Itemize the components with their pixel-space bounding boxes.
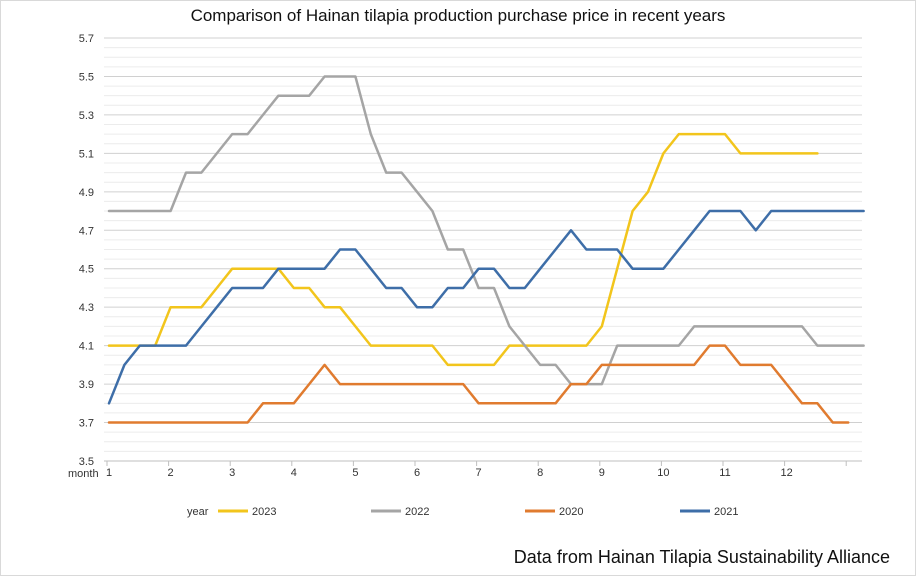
legend-label-2022: 2022 bbox=[405, 506, 429, 518]
x-axis-label: month bbox=[68, 468, 99, 480]
x-tick-label: 8 bbox=[537, 467, 543, 479]
legend-label-2023: 2023 bbox=[252, 506, 276, 518]
y-tick-label: 5.5 bbox=[79, 71, 94, 83]
legend-title: year bbox=[187, 506, 209, 518]
legend-label-2021: 2021 bbox=[714, 506, 738, 518]
x-tick-label: 11 bbox=[719, 467, 730, 479]
legend: year 2023 2022 2020 2021 bbox=[187, 506, 738, 518]
data-source-note: Data from Hainan Tilapia Sustainability … bbox=[513, 547, 890, 567]
y-tick-label: 4.5 bbox=[79, 264, 94, 276]
y-tick-label: 4.7 bbox=[79, 225, 94, 237]
y-tick-label: 3.5 bbox=[79, 456, 94, 468]
x-tick-label: 2 bbox=[168, 467, 174, 479]
x-tick-label: 7 bbox=[476, 467, 482, 479]
grid-lines bbox=[104, 37, 862, 462]
x-tick-label: 10 bbox=[657, 467, 669, 479]
y-tick-label: 4.3 bbox=[79, 302, 94, 314]
x-tick-label: 4 bbox=[291, 467, 297, 479]
y-tick-label: 3.7 bbox=[79, 418, 94, 430]
y-tick-label: 5.7 bbox=[79, 33, 94, 45]
x-tick-label: 5 bbox=[352, 467, 358, 479]
x-tick-label: 3 bbox=[229, 467, 235, 479]
x-tick-label: 9 bbox=[599, 467, 605, 479]
y-tick-label: 5.1 bbox=[79, 148, 94, 160]
x-tick-label: 6 bbox=[414, 467, 420, 479]
x-tick-label: 1 bbox=[106, 467, 112, 479]
chart-title: Comparison of Hainan tilapia production … bbox=[190, 6, 726, 25]
y-tick-label: 4.9 bbox=[79, 187, 94, 199]
x-tick-label: 12 bbox=[780, 467, 792, 479]
series-line-2020 bbox=[107, 344, 850, 424]
series-line-2023 bbox=[107, 132, 819, 367]
series-line-2022 bbox=[107, 75, 865, 386]
legend-label-2020: 2020 bbox=[559, 506, 583, 518]
y-tick-label: 5.3 bbox=[79, 110, 94, 122]
y-axis: 3.5 3.7 3.9 4.1 4.3 4.5 4.7 4.9 5.1 5.3 5.5 5.7 bbox=[79, 33, 94, 468]
series-lines bbox=[107, 75, 865, 424]
y-tick-label: 4.1 bbox=[79, 341, 94, 353]
y-tick-label: 3.9 bbox=[79, 379, 94, 391]
series-line-2021 bbox=[107, 209, 865, 405]
